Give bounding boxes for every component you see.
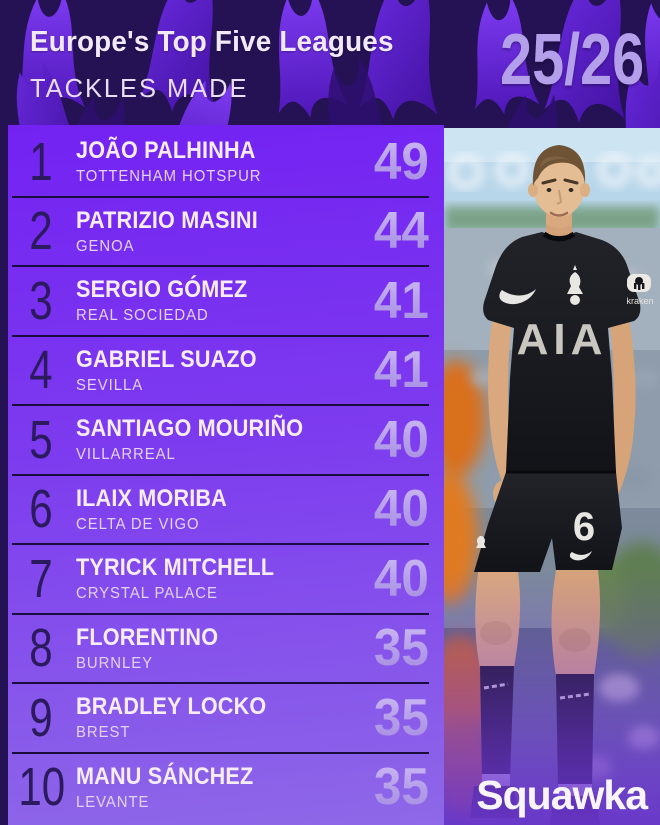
team-name: VILLARREAL	[76, 446, 176, 464]
rank-number: 6	[29, 479, 53, 540]
player-info: BRADLEY LOCKO BREST	[76, 693, 288, 742]
tackles-value: 40	[368, 414, 429, 466]
team-name: REAL SOCIEDAD	[76, 307, 209, 325]
rank-number: 4	[29, 340, 53, 401]
team-name: SEVILLA	[76, 376, 144, 394]
player-photo: AIA kraken 6	[444, 128, 660, 825]
team-name: CRYSTAL PALACE	[76, 585, 218, 603]
list-item: 1 JOÃO PALHINHA TOTTENHAM HOTSPUR 49	[12, 128, 429, 196]
tackles-value: 41	[368, 275, 429, 327]
player-name: FLORENTINO	[76, 623, 219, 651]
player-info: SANTIAGO MOURIÑO VILLARREAL	[76, 415, 329, 464]
season-label: 25/26	[499, 20, 644, 100]
tackles-value: 44	[368, 205, 429, 257]
shorts-swoosh-icon	[569, 551, 592, 561]
rank-number: 3	[29, 270, 53, 331]
sleeve-sponsor-text: kraken	[626, 296, 653, 306]
player-name: TYRICK MITCHELL	[76, 554, 275, 582]
shirt-sponsor-text: AIA	[517, 315, 608, 364]
player-head	[528, 145, 590, 242]
player-info: JOÃO PALHINHA TOTTENHAM HOTSPUR	[76, 137, 276, 186]
team-name: CELTA DE VIGO	[76, 515, 200, 533]
shorts-number: 6	[573, 505, 595, 549]
list-item: 8 FLORENTINO BURNLEY 35	[12, 612, 429, 683]
tackles-value: 40	[368, 553, 429, 605]
list-item: 5 SANTIAGO MOURIÑO VILLARREAL 40	[12, 404, 429, 474]
player-info: SERGIO GÓMEZ REAL SOCIEDAD	[76, 276, 266, 325]
tackles-value: 35	[368, 761, 429, 813]
rank-number: 1	[29, 131, 53, 192]
player-info: PATRIZIO MASINI GENOA	[76, 207, 278, 256]
list-item: 6 ILAIX MORIBA CELTA DE VIGO 40	[12, 473, 429, 544]
list-item: 2 PATRIZIO MASINI GENOA 44	[12, 195, 429, 266]
team-name: GENOA	[76, 237, 135, 255]
player-info: FLORENTINO BURNLEY	[76, 624, 234, 673]
player-name: SERGIO GÓMEZ	[76, 276, 248, 304]
player-name: ILAIX MORIBA	[76, 484, 227, 512]
left-arm	[488, 298, 518, 486]
player-name: MANU SÁNCHEZ	[76, 762, 254, 790]
tackles-value: 41	[368, 344, 429, 396]
player-info: MANU SÁNCHEZ LEVANTE	[76, 763, 273, 812]
list-item: 4 GABRIEL SUAZO SEVILLA 41	[12, 334, 429, 405]
header: Europe's Top Five Leagues TACKLES MADE	[30, 26, 409, 104]
right-arm	[600, 303, 636, 500]
team-name: TOTTENHAM HOTSPUR	[76, 168, 262, 186]
ranking-list: 1 JOÃO PALHINHA TOTTENHAM HOTSPUR 49 2 P…	[8, 125, 444, 825]
list-item: 9 BRADLEY LOCKO BREST 35	[12, 682, 429, 752]
list-item: 7 TYRICK MITCHELL CRYSTAL PALACE 40	[12, 543, 429, 613]
nike-swoosh-icon	[499, 289, 536, 305]
tackles-value: 35	[368, 692, 429, 744]
rank-number: 10	[18, 757, 66, 818]
player-name: PATRIZIO MASINI	[76, 206, 258, 234]
rank-number: 2	[29, 201, 53, 262]
tackles-value: 49	[368, 136, 429, 188]
purple-overlay	[444, 568, 660, 825]
shorts: 6	[474, 470, 622, 572]
player-info: TYRICK MITCHELL CRYSTAL PALACE	[76, 554, 296, 603]
player-name: SANTIAGO MOURIÑO	[76, 415, 304, 443]
rank-number: 8	[29, 618, 53, 679]
tottenham-crest-icon	[567, 265, 583, 305]
player-name: BRADLEY LOCKO	[76, 693, 267, 721]
list-item: 3 SERGIO GÓMEZ REAL SOCIEDAD 41	[12, 265, 429, 335]
page-title: Europe's Top Five Leagues	[30, 26, 394, 58]
squawka-logo: Squawka	[476, 772, 648, 818]
shorts-crest-icon	[476, 536, 486, 548]
team-name: LEVANTE	[76, 793, 150, 811]
player-info: ILAIX MORIBA CELTA DE VIGO	[76, 485, 244, 534]
team-name: BREST	[76, 724, 131, 742]
page-subtitle: TACKLES MADE	[30, 73, 249, 103]
rank-number: 9	[29, 687, 53, 748]
rank-number: 7	[29, 548, 53, 609]
player-name: JOÃO PALHINHA	[76, 137, 256, 165]
tackles-value: 35	[368, 622, 429, 674]
rank-number: 5	[29, 409, 53, 470]
list-item: 10 MANU SÁNCHEZ LEVANTE 35	[12, 751, 429, 822]
shirt: AIA kraken	[483, 231, 654, 472]
tackles-value: 40	[368, 483, 429, 535]
kraken-patch-icon	[627, 274, 651, 292]
player-name: GABRIEL SUAZO	[76, 345, 257, 373]
player-info: GABRIEL SUAZO SEVILLA	[76, 346, 277, 395]
team-name: BURNLEY	[76, 654, 154, 672]
